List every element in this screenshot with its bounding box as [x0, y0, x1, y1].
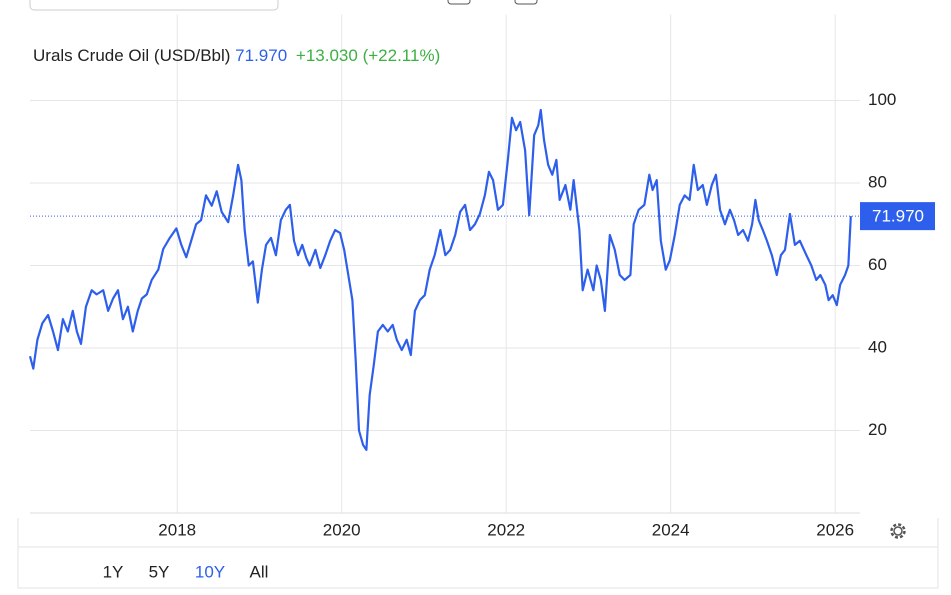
change: +13.030 [296, 46, 358, 65]
range-buttons: 1Y 5Y 10Y All [103, 562, 269, 581]
search-box[interactable] [29, 0, 279, 11]
gear-ring [893, 526, 903, 536]
y-tick-label: 100 [868, 90, 896, 109]
chart-title: Urals Crude Oil (USD/Bbl) [33, 46, 230, 65]
panel-border [17, 518, 939, 589]
plot-area: 20 40 60 80 100 2018 2020 2022 2024 2026 71.970 [28, 14, 935, 539]
toolbar-icon[interactable] [514, 0, 538, 5]
y-tick-label: 40 [868, 337, 887, 356]
last-price: 71.970 [235, 46, 287, 65]
current-price-label: 71.970 [872, 207, 924, 226]
change-percent: (+22.11%) [363, 46, 441, 65]
y-tick-label: 20 [868, 420, 887, 439]
y-tick-label: 80 [868, 172, 887, 191]
chart-header: Urals Crude Oil (USD/Bbl) 71.970 +13.030… [33, 46, 440, 65]
current-price-badge [860, 202, 935, 231]
x-tick-label: 2020 [323, 520, 361, 539]
range-button[interactable]: All [250, 562, 269, 581]
x-tick-label: 2026 [816, 520, 854, 539]
x-tick-label: 2022 [487, 520, 525, 539]
toolbar-icon[interactable] [447, 0, 471, 5]
range-button[interactable]: 10Y [195, 562, 225, 581]
range-button[interactable]: 5Y [149, 562, 170, 581]
price-line [28, 108, 852, 451]
range-button[interactable]: 1Y [103, 562, 124, 581]
y-tick-label: 60 [868, 255, 887, 274]
settings-icon[interactable] [890, 523, 906, 539]
x-tick-label: 2018 [158, 520, 196, 539]
x-tick-label: 2024 [652, 520, 690, 539]
gear-teeth [890, 523, 906, 539]
